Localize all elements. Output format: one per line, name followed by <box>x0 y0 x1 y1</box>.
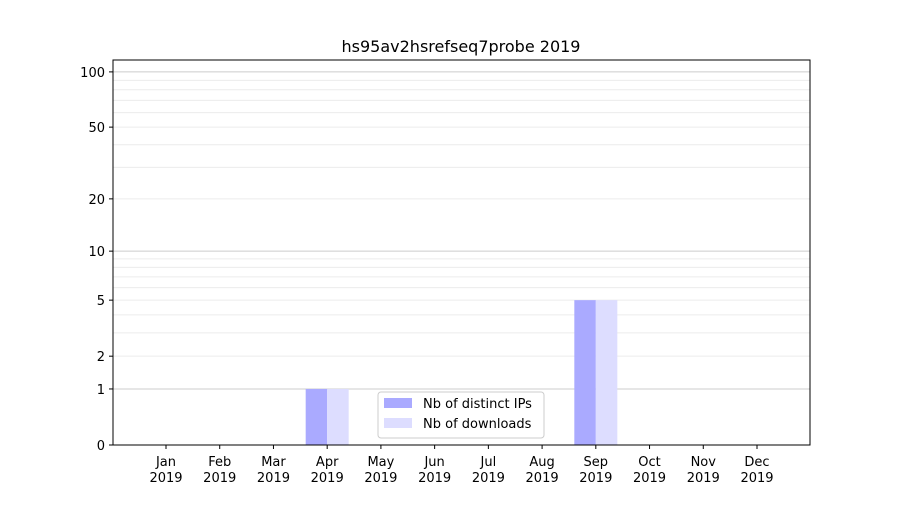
x-tick-label: 2019 <box>579 471 612 486</box>
legend-swatch <box>384 418 412 428</box>
x-tick-label: 2019 <box>687 471 720 486</box>
x-tick-label: Oct <box>638 455 660 470</box>
y-tick-label: 1 <box>97 383 105 398</box>
plot-frame <box>112 59 811 446</box>
legend-label: Nb of downloads <box>423 417 532 432</box>
x-tick-label: Jul <box>480 455 497 470</box>
x-tick-label: Dec <box>744 455 769 470</box>
y-tick-label: 5 <box>97 294 105 309</box>
x-tick-label: May <box>367 455 394 470</box>
chart-title: hs95av2hsrefseq7probe 2019 <box>342 37 581 56</box>
x-tick-label: 2019 <box>203 471 236 486</box>
legend-swatch <box>384 398 412 408</box>
y-tick-label: 20 <box>88 193 105 208</box>
x-tick-label: Sep <box>584 455 609 470</box>
bar-downloads <box>327 388 349 445</box>
x-tick-label: 2019 <box>526 471 559 486</box>
x-tick-label: 2019 <box>472 471 505 486</box>
x-tick-label: Jan <box>155 455 176 470</box>
x-tick-label: Aug <box>529 455 554 470</box>
x-tick-label: Mar <box>261 455 286 470</box>
y-tick-label: 100 <box>80 66 105 81</box>
x-tick-label: Apr <box>316 455 339 470</box>
y-tick-label: 0 <box>97 439 105 454</box>
bar-downloads <box>595 300 618 445</box>
y-tick-label: 2 <box>97 350 105 365</box>
bar-distinct-ips <box>305 388 328 445</box>
y-tick-label: 10 <box>88 245 105 260</box>
x-tick-label: 2019 <box>149 471 182 486</box>
x-tick-label: 2019 <box>257 471 290 486</box>
x-tick-label: Nov <box>691 455 717 470</box>
x-tick-label: 2019 <box>364 471 397 486</box>
x-tick-label: 2019 <box>311 471 344 486</box>
legend-label: Nb of distinct IPs <box>423 397 532 412</box>
x-tick-label: 2019 <box>740 471 773 486</box>
x-tick-label: 2019 <box>633 471 666 486</box>
y-tick-label: 50 <box>88 121 105 136</box>
x-tick-label: Jun <box>423 455 444 470</box>
bar-distinct-ips <box>574 300 596 445</box>
x-tick-label: 2019 <box>418 471 451 486</box>
legend-box <box>377 391 545 439</box>
x-tick-label: Feb <box>208 455 231 470</box>
